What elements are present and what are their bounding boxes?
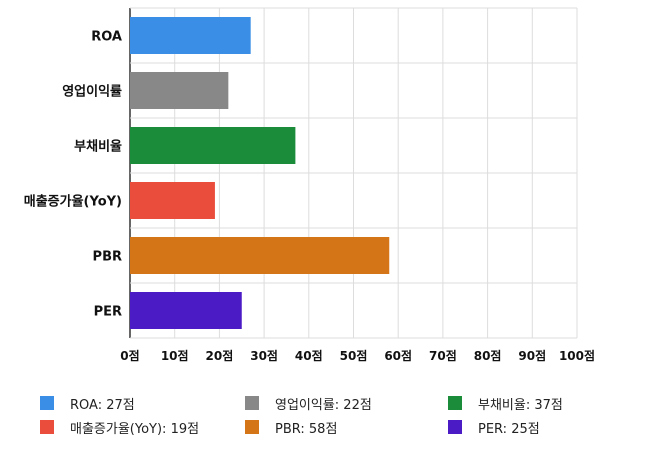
x-tick-label-9: 90점 [518,348,546,363]
legend-label-per: PER: 25점 [478,421,540,437]
legend-swatch-roa [40,396,54,410]
x-tick-label-8: 80점 [474,348,502,363]
legend-item-sales-growth: 매출증가율(YoY): 19점 [40,417,199,437]
category-label-0: ROA [91,30,122,45]
grid-lines [129,7,578,339]
x-tick-label-10: 100점 [559,348,595,363]
x-tick-label-2: 20점 [206,348,234,363]
bar-1 [130,72,229,109]
legend-label-operating-margin: 영업이익률: 22점 [275,397,372,413]
bars-group [130,17,390,329]
x-tick-labels: 0점 10점 20점 30점 40점 50점 60점 70점 80점 90점 100점 [120,348,595,363]
category-label-4: PBR [93,250,122,265]
bar-0 [130,17,251,54]
bar-5 [130,292,242,329]
x-tick-label-0: 0점 [120,348,139,363]
bar-4 [130,237,390,274]
legend-item-debt-ratio: 부채비율: 37점 [448,393,563,413]
category-label-1: 영업이익률 [62,84,122,100]
x-tick-label-3: 30점 [250,348,278,363]
x-tick-label-5: 50점 [340,348,368,363]
category-label-2: 부채비율 [74,139,122,155]
legend-swatch-pbr [245,420,259,434]
legend-label-roa: ROA: 27점 [70,397,135,413]
legend-swatch-per [448,420,462,434]
x-tick-label-6: 60점 [384,348,412,363]
bar-2 [130,127,296,164]
legend-item-operating-margin: 영업이익률: 22점 [245,393,372,413]
legend-item-pbr: PBR: 58점 [245,417,337,437]
legend-swatch-sales-growth [40,420,54,434]
category-label-3: 매출증가율(YoY) [24,194,122,210]
x-tick-label-7: 70점 [429,348,457,363]
x-tick-label-4: 40점 [295,348,323,363]
legend-item-roa: ROA: 27점 [40,393,135,413]
legend-swatch-operating-margin [245,396,259,410]
legend-item-per: PER: 25점 [448,417,540,437]
bar-3 [130,182,215,219]
legend-label-sales-growth: 매출증가율(YoY): 19점 [70,421,200,437]
legend-label-pbr: PBR: 58점 [275,421,338,437]
x-tick-label-1: 10점 [161,348,189,363]
legend-label-debt-ratio: 부채비율: 37점 [478,397,563,413]
legend-swatch-debt-ratio [448,396,462,410]
category-label-5: PER [94,305,122,320]
